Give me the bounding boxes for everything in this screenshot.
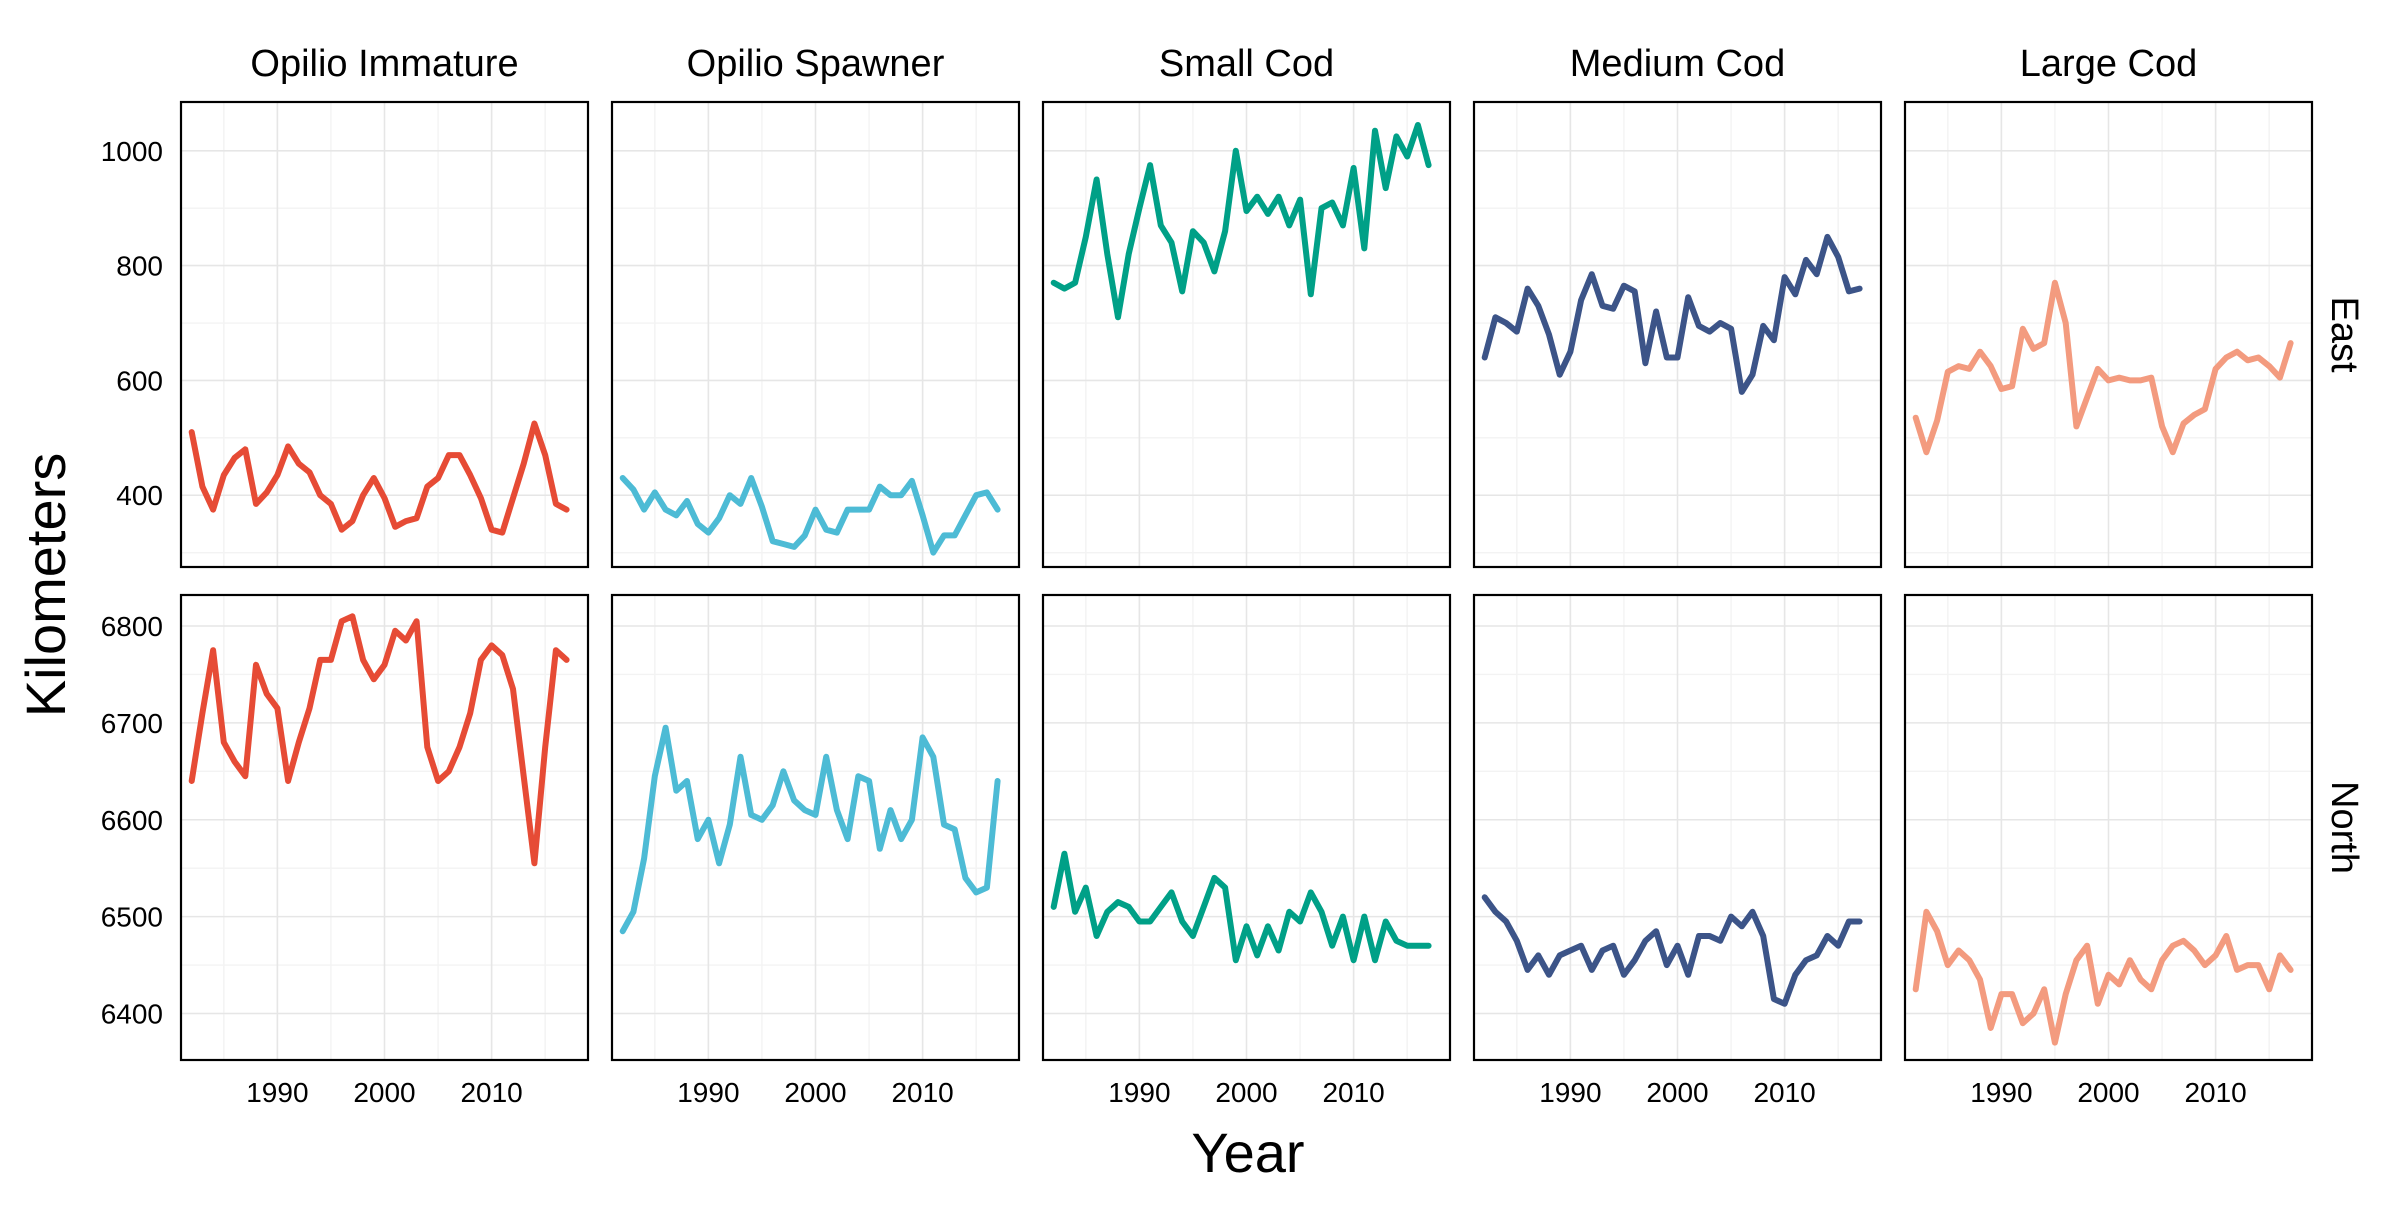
panel-border	[179, 100, 590, 569]
y-tick-label-east-400: 400	[116, 480, 163, 511]
x-tick-label-large-cod-1990: 1990	[1970, 1077, 2032, 1108]
panel-opilio-spawner-east	[610, 100, 1021, 569]
y-tick-label-east-1000: 1000	[101, 136, 163, 167]
panel-border	[610, 593, 1021, 1062]
series-line-medium-cod-north	[1481, 894, 1863, 1007]
panel-border	[610, 100, 1021, 569]
y-tick-label-east-800: 800	[116, 251, 163, 282]
strip-label-small-cod: Small Cod	[1159, 43, 1334, 85]
x-tick-label-opilio-immature-1990: 1990	[246, 1077, 308, 1108]
x-tick-label-medium-cod-1990: 1990	[1539, 1077, 1601, 1108]
y-tick-label-north-6500: 6500	[101, 902, 163, 933]
series-line-opilio-spawner-east	[619, 475, 1001, 556]
panel-border	[1472, 593, 1883, 1062]
x-tick-label-small-cod-2010: 2010	[1322, 1077, 1384, 1108]
y-tick-label-east-600: 600	[116, 365, 163, 396]
series-line-small-cod-east	[1050, 122, 1432, 321]
series-line-medium-cod-east	[1481, 233, 1863, 395]
panel-small-cod-north	[1041, 593, 1452, 1062]
y-tick-label-north-6400: 6400	[101, 999, 163, 1030]
x-tick-label-medium-cod-2000: 2000	[1646, 1077, 1708, 1108]
x-tick-label-opilio-spawner-1990: 1990	[677, 1077, 739, 1108]
panel-border	[1041, 593, 1452, 1062]
x-tick-label-opilio-immature-2000: 2000	[353, 1077, 415, 1108]
x-tick-label-small-cod-2000: 2000	[1215, 1077, 1277, 1108]
series-line-large-cod-east	[1912, 279, 2294, 456]
x-tick-label-opilio-spawner-2000: 2000	[784, 1077, 846, 1108]
strip-label-opilio-spawner: Opilio Spawner	[687, 43, 945, 85]
panel-opilio-immature-north	[179, 593, 590, 1062]
series-line-small-cod-north	[1050, 850, 1432, 964]
strip-label-north: North	[2323, 781, 2365, 874]
y-tick-label-north-6800: 6800	[101, 611, 163, 642]
x-tick-label-medium-cod-2010: 2010	[1753, 1077, 1815, 1108]
panel-opilio-spawner-north	[610, 593, 1021, 1062]
series-line-opilio-immature-east	[188, 420, 570, 536]
panel-opilio-immature-east	[179, 100, 590, 569]
x-axis-title: Year	[1191, 1121, 1304, 1184]
panel-border	[179, 593, 590, 1062]
series-line-large-cod-north	[1912, 908, 2294, 1046]
series-line-opilio-immature-north	[188, 613, 570, 867]
y-axis-title: Kilometers	[14, 453, 77, 718]
x-tick-label-opilio-immature-2010: 2010	[460, 1077, 522, 1108]
panels-layer: Opilio Immature Opilio Spawner Small Cod Me…	[101, 43, 2365, 1108]
y-tick-label-north-6600: 6600	[101, 805, 163, 836]
y-tick-label-north-6700: 6700	[101, 708, 163, 739]
strip-label-medium-cod: Medium Cod	[1570, 43, 1785, 85]
panel-large-cod-east	[1903, 100, 2314, 569]
panel-border	[1903, 100, 2314, 569]
strip-label-large-cod: Large Cod	[2020, 43, 2197, 85]
x-tick-label-large-cod-2010: 2010	[2184, 1077, 2246, 1108]
panel-medium-cod-east	[1472, 100, 1883, 569]
x-tick-label-opilio-spawner-2010: 2010	[891, 1077, 953, 1108]
x-tick-label-small-cod-1990: 1990	[1108, 1077, 1170, 1108]
panel-medium-cod-north	[1472, 593, 1883, 1062]
strip-label-east: East	[2323, 296, 2365, 372]
series-line-opilio-spawner-north	[619, 724, 1001, 935]
panel-border	[1472, 100, 1883, 569]
panel-large-cod-north	[1903, 593, 2314, 1062]
panel-border	[1903, 593, 2314, 1062]
panel-small-cod-east	[1041, 100, 1452, 569]
x-tick-label-large-cod-2000: 2000	[2077, 1077, 2139, 1108]
strip-label-opilio-immature: Opilio Immature	[250, 43, 518, 85]
panel-border	[1041, 100, 1452, 569]
